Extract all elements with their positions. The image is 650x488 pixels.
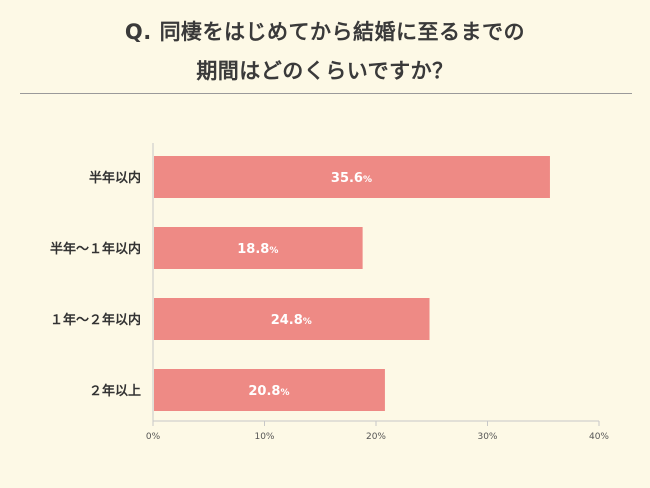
x-tick-label: 30% bbox=[477, 432, 497, 442]
category-label: 半年以内 bbox=[89, 170, 141, 186]
data-label: 20.8% bbox=[248, 384, 289, 399]
category-label: 半年～１年以内 bbox=[50, 241, 141, 257]
bar bbox=[154, 227, 363, 269]
category-label: １年～２年以内 bbox=[50, 312, 141, 328]
category-label: ２年以上 bbox=[89, 383, 141, 399]
x-tick-label: 10% bbox=[254, 432, 274, 442]
x-tick-label: 20% bbox=[366, 432, 386, 442]
data-label: 35.6% bbox=[331, 171, 372, 186]
chart-title-line-2: 期間はどのくらいですか？ bbox=[196, 59, 454, 83]
title-divider bbox=[20, 93, 632, 94]
bar bbox=[154, 156, 550, 198]
bar bbox=[154, 298, 430, 340]
data-label: 24.8% bbox=[271, 313, 312, 328]
chart-title-line-1: Q. 同棲をはじめてから結婚に至るまでの bbox=[124, 20, 526, 44]
bar bbox=[154, 369, 385, 411]
x-tick-label: 40% bbox=[589, 432, 609, 442]
x-tick-label: 0% bbox=[146, 432, 161, 442]
data-label: 18.8% bbox=[237, 242, 278, 257]
